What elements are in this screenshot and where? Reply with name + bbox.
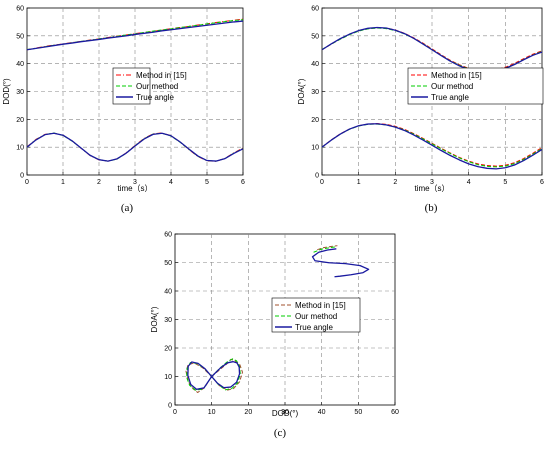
- legend-entry: Method in [15]: [295, 301, 346, 310]
- y-tick-label: 20: [16, 117, 24, 124]
- series-line-true-angle-1: [321, 123, 543, 170]
- y-tick-label: 50: [311, 33, 319, 40]
- x-axis-label: time（s）: [414, 184, 449, 193]
- series-line-method-in-15--0: [321, 27, 543, 72]
- y-tick-label: 10: [16, 145, 24, 152]
- legend-entry: Method in [15]: [136, 71, 187, 80]
- y-tick-label: 20: [164, 346, 172, 353]
- legend-entry: Our method: [295, 312, 337, 321]
- series-line-true-angle-0: [187, 361, 241, 390]
- series-line-method-in-15--0: [185, 358, 243, 393]
- legend: Method in [15] Our method True angle: [271, 297, 361, 333]
- x-tick-label: 4: [169, 179, 173, 186]
- x-tick-label: 0: [173, 409, 177, 416]
- y-tick-label: 30: [164, 317, 172, 324]
- y-tick-label: 10: [311, 145, 319, 152]
- y-tick-label: 0: [315, 173, 319, 180]
- panel-label: (a): [121, 202, 134, 214]
- chart-c: 0 10 20 30 40 50 60 0 10 20 30 40 50 60 DOD(°) DOA(°) Me…: [150, 232, 399, 440]
- y-tick-label: 50: [164, 260, 172, 267]
- y-axis-label: DOD(°): [2, 78, 11, 105]
- x-tick-label: 0: [320, 179, 324, 186]
- legend-entry: Method in [15]: [431, 71, 482, 80]
- x-tick-label: 50: [354, 409, 362, 416]
- x-tick-label: 1: [61, 179, 65, 186]
- x-tick-label: 60: [391, 409, 399, 416]
- y-tick-label: 30: [311, 89, 319, 96]
- y-tick-label: 60: [16, 6, 24, 13]
- x-axis-label: DOD(°): [272, 409, 299, 418]
- y-tick-label: 20: [311, 117, 319, 124]
- y-tick-label: 0: [168, 403, 172, 410]
- panel-label: (b): [425, 202, 438, 214]
- y-tick-label: 50: [16, 33, 24, 40]
- y-tick-label: 40: [16, 61, 24, 68]
- y-tick-label: 10: [164, 374, 172, 381]
- panel-label: (c): [274, 427, 287, 439]
- legend-entry: Our method: [431, 82, 473, 91]
- legend-box: [271, 297, 361, 333]
- y-tick-label: 0: [20, 173, 24, 180]
- x-tick-label: 2: [393, 179, 397, 186]
- chart-a: 0 1 2 3 4 5 60102030405060time（s）DOD(°)Method …: [2, 6, 245, 215]
- x-tick-label: 6: [241, 179, 245, 186]
- x-tick-label: 5: [205, 179, 209, 186]
- legend: Method in [15] Our method True angle: [112, 67, 187, 105]
- x-axis-label: time（s）: [117, 184, 152, 193]
- x-tick-label: 1: [357, 179, 361, 186]
- legend-entry: True angle: [136, 93, 175, 102]
- legend: Method in [15] Our method True angle: [407, 67, 544, 105]
- x-tick-label: 4: [467, 179, 471, 186]
- x-tick-label: 3: [430, 179, 434, 186]
- legend-entry: True angle: [431, 93, 470, 102]
- legend-entry: True angle: [295, 323, 334, 332]
- y-axis-label: DOA(°): [297, 78, 306, 104]
- series-line-true-angle-1: [26, 132, 244, 162]
- y-tick-label: 30: [16, 89, 24, 96]
- y-tick-label: 40: [311, 61, 319, 68]
- legend-box: [407, 67, 544, 105]
- series-line-true-angle-0: [26, 20, 244, 51]
- series-line-our-method-1: [313, 246, 337, 253]
- x-tick-label: 30: [281, 409, 289, 416]
- y-axis-label: DOA(°): [150, 306, 159, 332]
- legend-entry: Our method: [136, 82, 178, 91]
- series-line-method-in-15--1: [317, 245, 338, 251]
- x-tick-label: 10: [208, 409, 216, 416]
- chart-b: 0 1 2 3 4 5 60102030405060time（s）DOA(°)Method …: [297, 6, 544, 215]
- x-tick-label: 40: [318, 409, 326, 416]
- y-tick-label: 60: [311, 6, 319, 13]
- x-tick-label: 2: [97, 179, 101, 186]
- y-tick-label: 60: [164, 232, 172, 239]
- x-tick-label: 6: [540, 179, 544, 186]
- y-tick-label: 40: [164, 289, 172, 296]
- x-tick-label: 0: [25, 179, 29, 186]
- x-tick-label: 20: [244, 409, 252, 416]
- x-tick-label: 5: [503, 179, 507, 186]
- series-line-true-angle-1: [311, 248, 370, 278]
- x-tick-label: 3: [133, 179, 137, 186]
